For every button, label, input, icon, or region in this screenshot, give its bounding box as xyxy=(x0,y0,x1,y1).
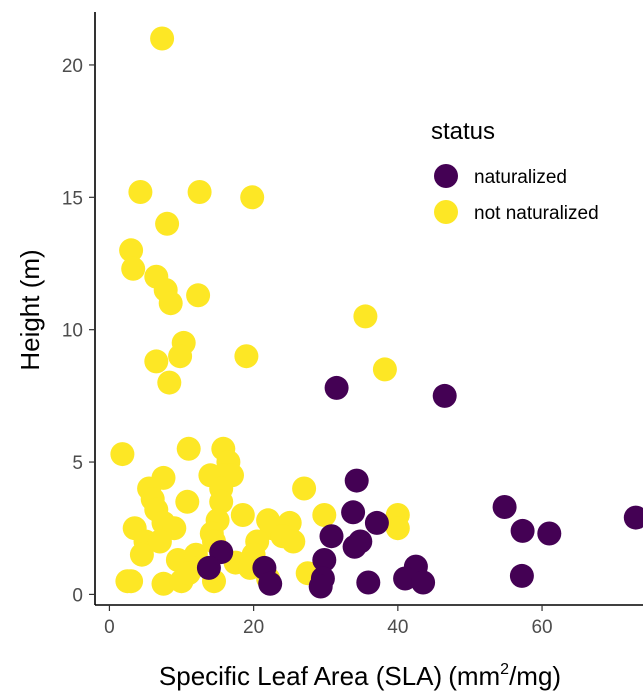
point-not-naturalized xyxy=(176,561,201,586)
point-not-naturalized xyxy=(168,344,193,369)
point-not-naturalized xyxy=(115,569,140,594)
x-tick-label: 0 xyxy=(104,617,115,638)
y-tick-label: 15 xyxy=(62,188,83,209)
point-not-naturalized xyxy=(385,516,410,541)
point-not-naturalized xyxy=(187,180,212,204)
x-axis-unit-sup: 2 xyxy=(500,661,509,678)
point-not-naturalized xyxy=(158,291,183,316)
point-naturalized xyxy=(411,570,436,595)
x-axis-unit-base: (mm xyxy=(448,661,500,691)
point-not-naturalized xyxy=(312,503,337,527)
y-tick-label: 20 xyxy=(62,56,83,77)
point-not-naturalized xyxy=(281,529,306,554)
y-axis-title: Height (m) xyxy=(15,249,45,370)
point-not-naturalized xyxy=(155,211,180,236)
legend-key-naturalized xyxy=(434,164,458,188)
points-layer xyxy=(110,26,643,599)
point-naturalized xyxy=(308,574,333,599)
point-naturalized xyxy=(319,524,344,549)
point-not-naturalized xyxy=(147,529,172,554)
point-not-naturalized xyxy=(372,357,397,382)
y-tick-label: 0 xyxy=(72,585,83,606)
point-not-naturalized xyxy=(175,489,200,514)
x-axis-label-main: Specific Leaf Area (SLA) xyxy=(159,661,442,691)
point-not-naturalized xyxy=(176,436,201,461)
x-tick-label: 20 xyxy=(243,617,264,638)
point-not-naturalized xyxy=(234,344,259,369)
point-naturalized xyxy=(342,534,367,559)
x-tick-label: 40 xyxy=(387,617,408,638)
point-naturalized xyxy=(509,563,534,588)
y-tick-label: 5 xyxy=(72,453,83,474)
point-not-naturalized xyxy=(240,185,265,210)
point-naturalized xyxy=(623,505,643,530)
point-not-naturalized xyxy=(209,489,234,514)
point-naturalized xyxy=(356,570,381,595)
point-naturalized xyxy=(492,495,517,519)
point-naturalized xyxy=(393,566,418,591)
point-not-naturalized xyxy=(144,349,169,374)
point-naturalized xyxy=(432,383,457,408)
point-naturalized xyxy=(344,468,369,493)
x-tick-label: 60 xyxy=(531,617,552,638)
point-not-naturalized xyxy=(119,238,144,263)
ticks-layer: 0 20 40 60 0 5 10 15 20 xyxy=(62,56,553,638)
point-not-naturalized xyxy=(150,26,175,51)
point-naturalized xyxy=(258,571,283,596)
point-naturalized xyxy=(312,548,337,572)
point-not-naturalized xyxy=(353,304,378,329)
legend-key-not-naturalized xyxy=(434,200,458,224)
x-axis-unit-tail: /mg) xyxy=(509,661,561,691)
legend-title: status xyxy=(431,118,495,145)
point-not-naturalized xyxy=(230,503,255,527)
legend-label-naturalized: naturalized xyxy=(474,167,567,188)
point-not-naturalized xyxy=(292,476,317,501)
legend: status naturalized not naturalized xyxy=(431,118,599,224)
point-not-naturalized xyxy=(157,370,182,395)
point-not-naturalized xyxy=(128,180,153,204)
y-tick-label: 10 xyxy=(62,321,83,342)
x-axis-title: Specific Leaf Area (SLA) (mm2/mg) xyxy=(159,661,561,691)
point-naturalized xyxy=(341,500,366,525)
point-not-naturalized xyxy=(110,442,135,467)
point-not-naturalized xyxy=(151,571,176,596)
point-naturalized xyxy=(324,375,349,400)
point-naturalized xyxy=(510,518,535,543)
point-naturalized xyxy=(364,510,389,535)
point-not-naturalized xyxy=(121,256,146,281)
point-not-naturalized xyxy=(129,542,154,567)
point-not-naturalized xyxy=(186,283,211,308)
legend-label-not-naturalized: not naturalized xyxy=(474,203,599,224)
point-naturalized xyxy=(537,521,562,546)
point-naturalized xyxy=(196,555,221,580)
